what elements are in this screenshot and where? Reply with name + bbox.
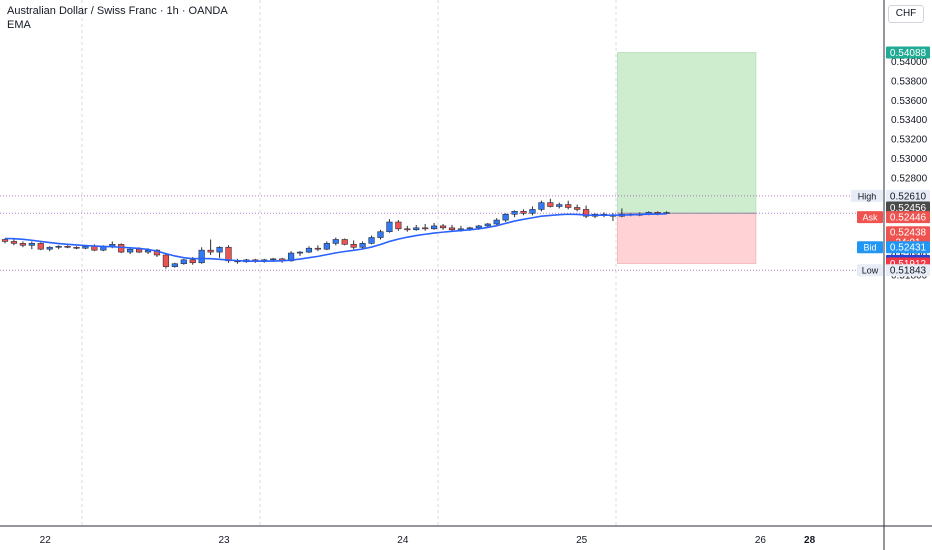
time-tick-label: 25	[576, 535, 588, 546]
time-tick-label: 28	[804, 535, 816, 546]
candle-body	[46, 246, 53, 250]
axis-tag-box	[857, 241, 883, 254]
candle-body	[55, 245, 62, 248]
stop-zone	[617, 212, 757, 264]
candle-body	[118, 244, 125, 253]
axis-price-value: 0.52456	[890, 203, 927, 214]
candle-body	[1, 239, 9, 242]
indicator-label[interactable]: EMA	[7, 19, 31, 31]
candle-body	[574, 207, 581, 210]
candle-body	[466, 227, 473, 230]
price-tick-label: 0.54000	[891, 57, 928, 68]
candle-body	[82, 245, 89, 249]
candle-body	[171, 263, 178, 267]
candle-body	[28, 243, 35, 246]
candle-body	[225, 246, 232, 262]
axis-price-label	[886, 241, 930, 254]
candle-body	[395, 221, 402, 230]
candle-body	[404, 228, 411, 231]
axis-price-label	[886, 211, 930, 224]
candles-group	[1, 198, 670, 269]
price-tick-label: 0.53800	[891, 76, 928, 87]
candle-body	[341, 239, 348, 245]
candle-body	[386, 221, 393, 233]
time-tick-label: 23	[218, 535, 230, 546]
axis-price-value: 0.51843	[890, 266, 927, 277]
axis-price-value: 0.52446	[890, 213, 927, 224]
candle-body	[475, 225, 482, 229]
axis-tag-label: High	[858, 191, 877, 201]
candle-body	[207, 249, 214, 253]
candle-body	[64, 245, 71, 248]
candle-body	[529, 209, 536, 214]
candle-body	[368, 237, 375, 244]
axis-tag-box	[851, 189, 883, 202]
price-tick-label: 0.53400	[891, 115, 928, 126]
axis-tag-box	[857, 211, 883, 224]
candle-body	[422, 227, 429, 230]
candle-body	[538, 202, 545, 210]
axis-price-label	[886, 189, 930, 202]
candle-body	[520, 211, 527, 214]
candle-body	[180, 259, 187, 265]
candle-body	[314, 247, 322, 250]
axis-price-value: 0.52438	[890, 228, 927, 239]
candle-body	[663, 212, 670, 214]
price-tick-label: 0.52800	[891, 173, 928, 184]
axis-price-label	[886, 46, 930, 59]
candle-body	[493, 219, 500, 225]
axis-price-label	[886, 201, 930, 214]
axis-tag-box	[857, 264, 883, 277]
time-tick-label: 22	[40, 535, 52, 546]
candle-body	[448, 227, 456, 231]
candle-body	[127, 248, 134, 253]
candle-body	[439, 225, 447, 229]
candle-body	[162, 254, 170, 267]
candle-body	[19, 243, 26, 246]
axis-price-value: 0.52431	[890, 243, 927, 254]
candle-body	[654, 212, 661, 214]
candle-body	[189, 259, 196, 264]
candle-body	[332, 239, 339, 244]
candle-body	[350, 244, 357, 248]
candle-body	[296, 251, 304, 254]
candle-body	[136, 248, 143, 253]
axis-price-value: 0.52610	[890, 191, 927, 202]
candle-body	[377, 231, 384, 238]
candle-body	[305, 247, 313, 253]
currency-button[interactable]: CHF	[888, 5, 924, 23]
axis-tag-label: Bid	[863, 243, 876, 253]
time-tick-label: 26	[755, 535, 767, 546]
axis-tag-label: Ask	[862, 213, 878, 223]
price-tick-label: 0.53600	[891, 96, 928, 107]
candle-body	[502, 213, 509, 221]
candle-body	[37, 243, 44, 250]
candle-body	[556, 204, 563, 207]
candle-body	[565, 204, 572, 208]
candle-body	[582, 209, 590, 217]
candle-body	[511, 211, 518, 215]
axis-price-label	[886, 264, 930, 277]
price-tick-label: 0.53000	[891, 154, 928, 165]
time-tick-label: 24	[397, 535, 409, 546]
candle-body	[216, 246, 223, 253]
candle-body	[198, 249, 205, 264]
target-zone	[617, 52, 757, 214]
candle-body	[10, 241, 18, 244]
axis-tag-label: Low	[862, 266, 879, 276]
candle-body	[413, 227, 420, 231]
chart-title: Australian Dollar / Swiss Franc · 1h · O…	[7, 5, 228, 17]
candle-body	[431, 225, 438, 230]
candle-body	[359, 243, 366, 248]
candle-body	[484, 223, 491, 227]
ema-line	[4, 213, 667, 263]
candle-body	[270, 258, 277, 261]
price-tick-label: 0.53200	[891, 135, 928, 146]
candle-body	[547, 202, 554, 207]
axis-price-value: 0.54088	[890, 48, 927, 59]
candle-body	[323, 243, 330, 250]
candle-body	[73, 246, 80, 249]
